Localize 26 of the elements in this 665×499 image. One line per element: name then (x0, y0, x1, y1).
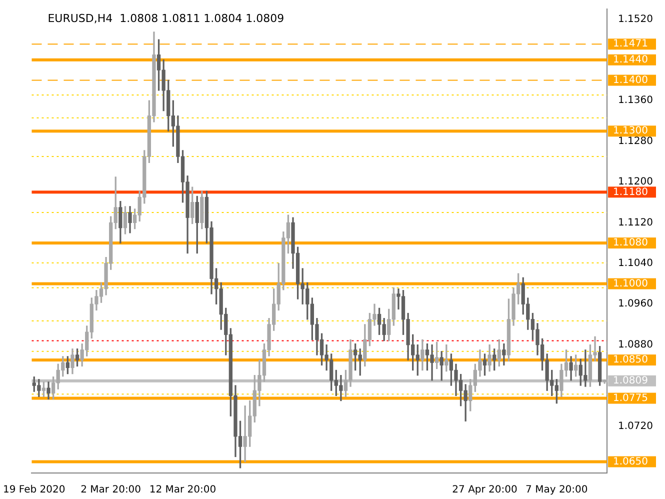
ref-line-label: 1.0850 (613, 354, 648, 366)
x-tick-label: 2 Mar 20:00 (80, 484, 142, 496)
y-tick-label: 1.1040 (618, 258, 653, 269)
ref-line-label: 1.1000 (613, 278, 648, 290)
ref-line-label: 1.1400 (613, 74, 648, 86)
x-tick-label: 27 Apr 20:00 (452, 484, 518, 496)
x-tick-label: 7 May 20:00 (526, 484, 588, 496)
y-tick-label: 1.1280 (618, 136, 653, 147)
ref-line-label: 1.0650 (613, 456, 648, 468)
ref-line-label: 1.1440 (613, 54, 648, 66)
ref-line-label: 1.0775 (613, 392, 648, 404)
y-tick-label: 1.0720 (618, 420, 653, 432)
ref-line-label: 1.1080 (613, 238, 648, 249)
ref-line-label: 1.0809 (613, 376, 648, 387)
x-tick-label: 19 Feb 2020 (3, 484, 66, 496)
chart-title: EURUSD,H4 1.0808 1.0811 1.0804 1.0809 (48, 12, 284, 25)
y-tick-label: 1.0880 (618, 339, 653, 350)
y-tick-label: 1.1200 (618, 176, 653, 188)
x-tick-label: 12 Mar 20:00 (149, 484, 216, 496)
y-tick-label: 1.0960 (618, 298, 653, 310)
y-tick-label: 1.1520 (618, 14, 653, 25)
y-tick-label: 1.1360 (618, 95, 653, 106)
y-tick-label: 1.1120 (618, 217, 653, 228)
ref-line-label: 1.1300 (613, 126, 648, 137)
ref-line-label: 1.1471 (613, 38, 648, 50)
ref-line-label: 1.1180 (613, 186, 648, 198)
